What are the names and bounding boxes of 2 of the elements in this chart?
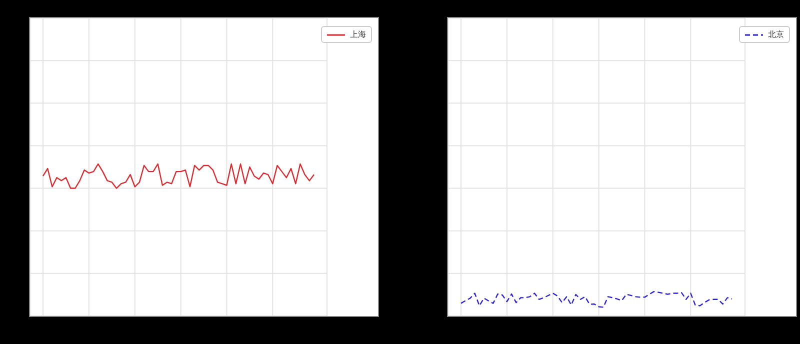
legend-label: 北京	[768, 29, 784, 40]
legend-label: 上海	[350, 29, 366, 40]
